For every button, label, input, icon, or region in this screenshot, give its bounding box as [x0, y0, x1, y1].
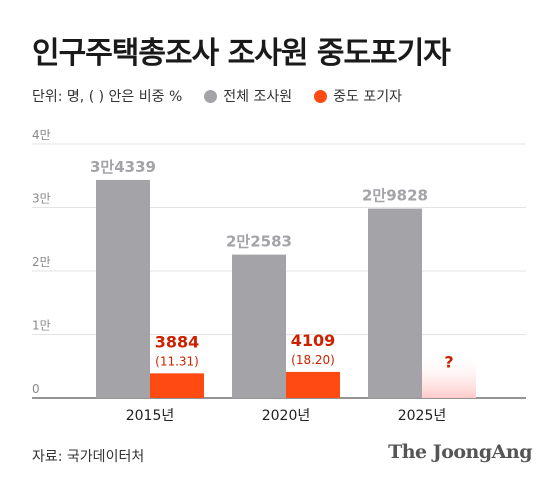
y-tick-label: 3만 [32, 192, 51, 206]
publisher-logo: The JoongAng [388, 441, 532, 463]
bar-dropout [286, 371, 340, 398]
bar-total [232, 254, 286, 398]
data-label-share: (18.20) [291, 353, 335, 367]
legend-swatch-dropout [314, 89, 328, 103]
data-label-total: 2만9828 [362, 187, 428, 205]
legend-row: 단위: 명, ( ) 안은 비중 % 전체 조사원 중도 포기자 [32, 86, 402, 106]
y-tick-label: 2만 [32, 255, 51, 269]
bar-dropout [150, 373, 204, 398]
data-label-total: 2만2583 [226, 233, 292, 251]
unit-note: 단위: 명, ( ) 안은 비중 % [32, 89, 183, 105]
bar-total [96, 179, 150, 398]
chart-title: 인구주택총조사 조사원 중도포기자 [32, 36, 451, 71]
legend-label-total: 전체 조사원 [223, 89, 293, 105]
bar-dropout-unknown [422, 353, 476, 398]
data-label-total: 3만4339 [90, 158, 156, 176]
data-label-unknown: ? [444, 353, 453, 372]
x-tick-label: 2020년 [262, 408, 311, 424]
data-label-dropout: 4109 [291, 331, 336, 350]
source-note: 자료: 국가데이터처 [32, 449, 145, 465]
bar-total [368, 208, 422, 398]
y-tick-label: 4만 [32, 128, 51, 142]
x-tick-label: 2025년 [398, 408, 447, 424]
y-tick-label: 1만 [32, 319, 51, 333]
x-tick-label: 2015년 [126, 408, 175, 424]
y-tick-label: 0 [32, 382, 40, 396]
data-label-share: (11.31) [155, 354, 199, 368]
legend-label-dropout: 중도 포기자 [333, 89, 402, 105]
legend-swatch-total [204, 89, 218, 103]
data-label-dropout: 3884 [155, 332, 200, 351]
